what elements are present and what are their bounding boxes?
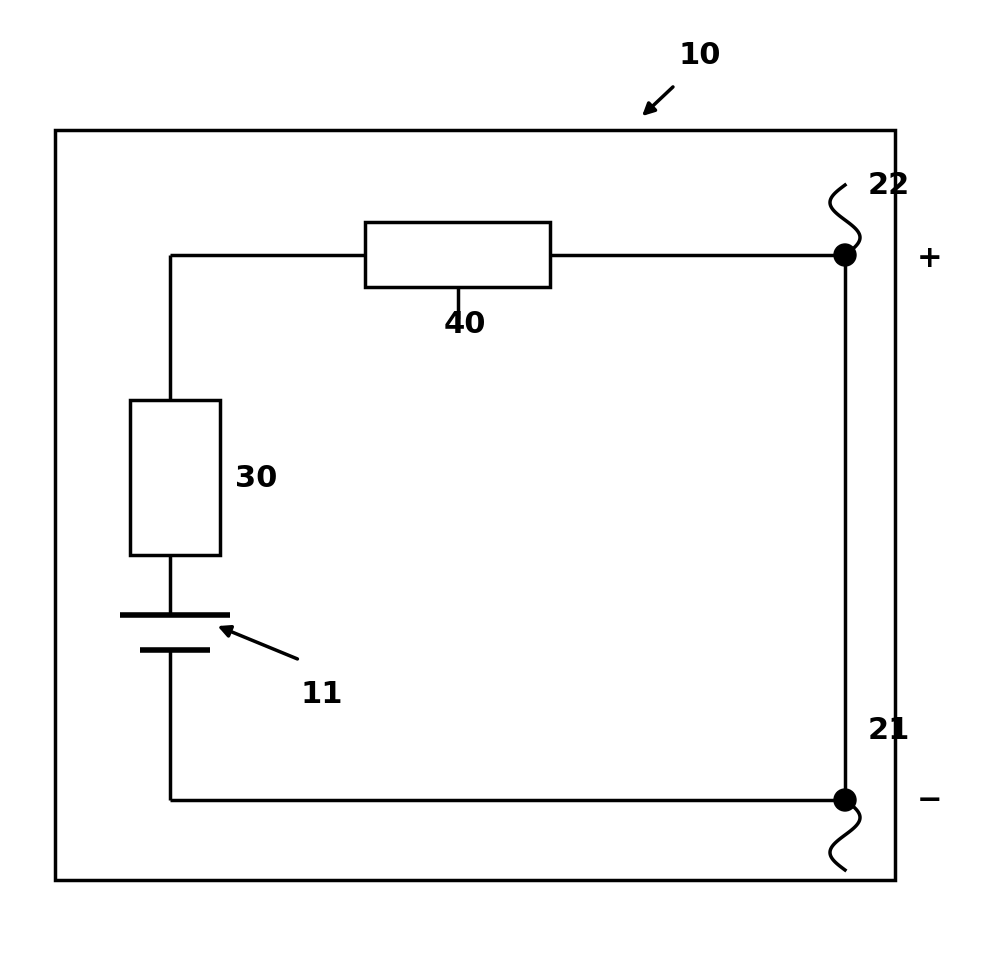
Text: +: + <box>917 244 943 272</box>
Text: 40: 40 <box>444 310 486 339</box>
Text: 22: 22 <box>868 171 910 200</box>
Bar <box>55 130 895 880</box>
Bar <box>365 222 550 287</box>
Text: −: − <box>917 786 943 815</box>
Text: 30: 30 <box>235 463 277 493</box>
Text: 21: 21 <box>868 715 910 745</box>
Bar <box>130 400 220 555</box>
Circle shape <box>834 244 856 266</box>
Circle shape <box>834 789 856 811</box>
Text: 10: 10 <box>679 40 721 70</box>
Text: 11: 11 <box>300 680 342 709</box>
